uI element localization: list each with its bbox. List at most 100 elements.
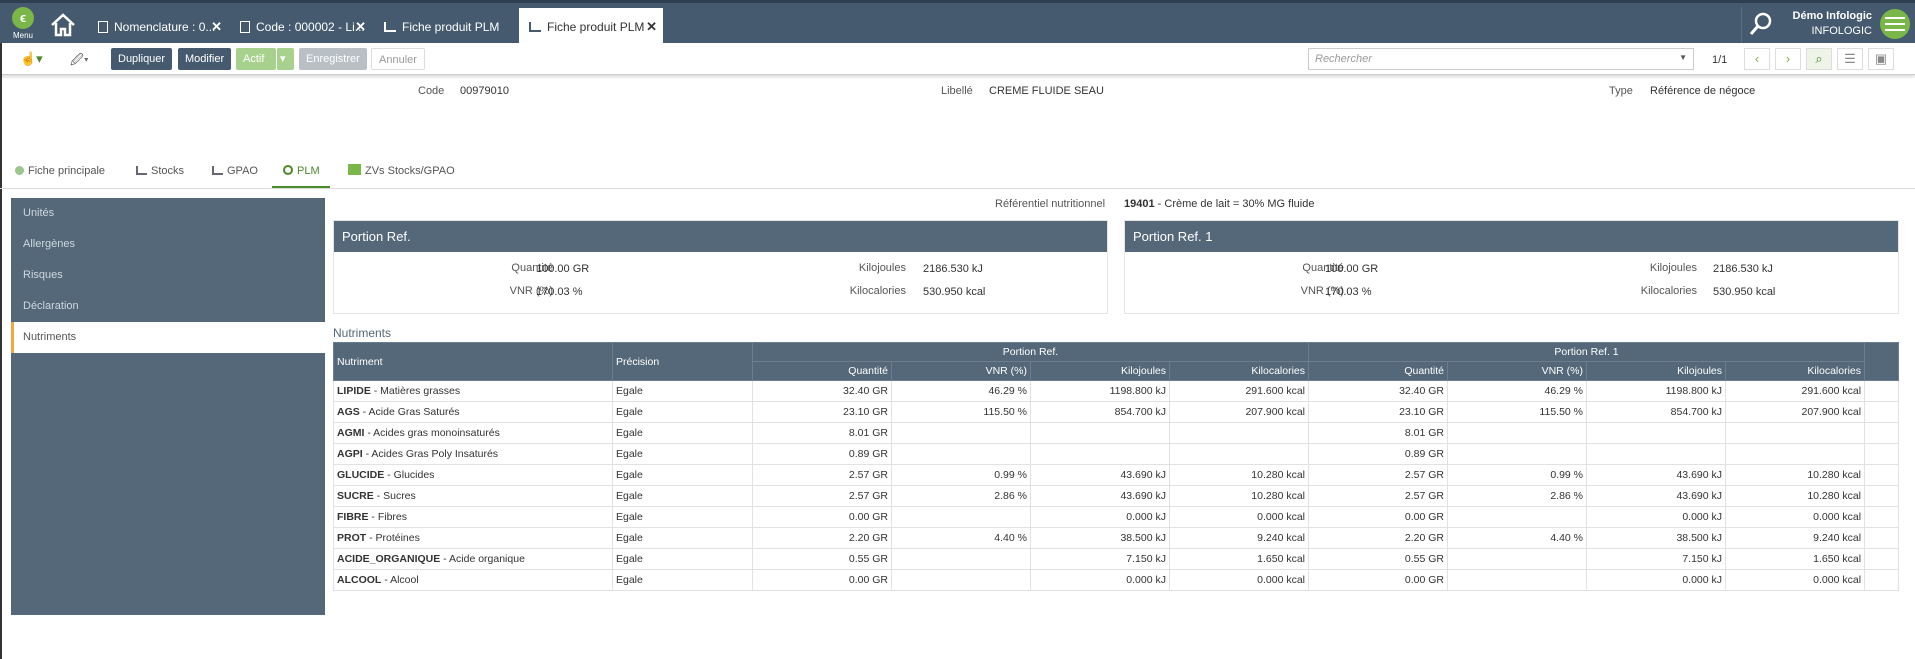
column-header-precision[interactable]: Précision bbox=[612, 342, 753, 381]
sidebar-item-unites[interactable]: Unités bbox=[23, 207, 55, 219]
nutriment-code: PROT bbox=[337, 532, 367, 544]
panel-title: Portion Ref. bbox=[334, 221, 1107, 252]
user-info[interactable]: Démo Infologic INFOLOGIC bbox=[1782, 9, 1872, 39]
column-header-vnr[interactable]: VNR (%) bbox=[1447, 361, 1588, 381]
kilojoules-cell bbox=[1586, 443, 1727, 465]
global-search-button[interactable] bbox=[1741, 7, 1779, 43]
sidebar-item-risques[interactable]: Risques bbox=[23, 269, 63, 281]
sidebar-item-declaration[interactable]: Déclaration bbox=[23, 300, 79, 312]
type-label: Type bbox=[1609, 85, 1633, 97]
quantite-cell: 8.01 GR bbox=[1308, 422, 1449, 444]
close-icon[interactable]: ✕ bbox=[211, 19, 222, 34]
tab-fiche-principale[interactable]: Fiche principale bbox=[15, 164, 105, 188]
kilocalories-cell: 0.000 kcal bbox=[1725, 569, 1866, 591]
table-row[interactable]: SUCRE - Sucres Egale 2.57 GR 2.86 % 43.690 k… bbox=[333, 485, 1900, 507]
precision-cell: Egale bbox=[612, 380, 753, 402]
column-header-kilojoules[interactable]: Kilojoules bbox=[1030, 361, 1170, 381]
spacer-cell bbox=[1864, 569, 1900, 591]
chevron-down-icon[interactable]: ▼ bbox=[1679, 53, 1687, 62]
group-header-portion-ref: Portion Ref. bbox=[751, 342, 1310, 362]
column-header-quantite[interactable]: Quantité bbox=[1308, 361, 1449, 381]
actif-button[interactable]: Actif bbox=[236, 48, 276, 70]
kilojoules-cell: 854.700 kJ bbox=[1030, 401, 1170, 423]
vnr-cell bbox=[891, 548, 1031, 570]
tab-fiche-produit-1[interactable]: Fiche produit PLM bbox=[374, 8, 518, 46]
window-edge bbox=[0, 43, 2, 659]
precision-cell: Egale bbox=[612, 506, 753, 528]
side-navigation: Unités Allergènes Risques Déclaration Nu… bbox=[11, 198, 325, 615]
tab-gpao[interactable]: GPAO bbox=[212, 164, 258, 188]
next-record-button[interactable]: › bbox=[1775, 48, 1801, 70]
kilocalories-cell: 1.650 kcal bbox=[1725, 548, 1866, 570]
tab-code[interactable]: Code : 000002 - Li... ✕ bbox=[230, 8, 372, 46]
tab-stocks[interactable]: Stocks bbox=[136, 164, 184, 188]
vnr-cell: 2.86 % bbox=[1447, 485, 1588, 507]
export-button[interactable]: ▣ bbox=[1868, 48, 1894, 70]
code-label: Code bbox=[418, 85, 445, 97]
home-icon bbox=[51, 13, 75, 37]
sidebar-item-nutriments[interactable]: Nutriments bbox=[11, 322, 325, 353]
zoom-search-button[interactable]: ⌕ bbox=[1806, 48, 1832, 70]
close-icon[interactable]: ✕ bbox=[355, 19, 366, 34]
tab-label: Fiche produit PLM bbox=[402, 20, 500, 34]
nutriment-cell: ALCOOL - Alcool bbox=[333, 569, 613, 591]
actif-dropdown-button[interactable]: ▾ bbox=[276, 48, 294, 70]
kilocalories-cell: 207.900 kcal bbox=[1725, 401, 1866, 423]
kilojoules-cell: 1198.800 kJ bbox=[1586, 380, 1727, 402]
vnr-value: 170.03 % bbox=[1325, 286, 1372, 298]
quantite-cell: 2.57 GR bbox=[752, 485, 892, 507]
table-row[interactable]: LIPIDE - Matières grasses Egale 32.40 GR 46… bbox=[333, 380, 1900, 402]
annuler-button[interactable]: Annuler bbox=[371, 48, 425, 70]
kilocalories-cell: 0.000 kcal bbox=[1725, 506, 1866, 528]
table-row[interactable]: AGPI - Acides Gras Poly Insaturés Egale 0.… bbox=[333, 443, 1900, 465]
tab-fiche-produit-2[interactable]: Fiche produit PLM ✕ bbox=[519, 8, 663, 46]
attachment-icon[interactable]: 🖉▾ bbox=[70, 52, 89, 67]
table-row[interactable]: ALCOOL - Alcool Egale 0.00 GR 0.000 kJ 0.000… bbox=[333, 569, 1900, 591]
home-button[interactable] bbox=[48, 11, 78, 39]
column-header-kilocalories[interactable]: Kilocalories bbox=[1725, 361, 1866, 381]
type-value: Référence de négoce bbox=[1650, 85, 1756, 97]
table-row[interactable]: ACIDE_ORGANIQUE - Acide organique Egale 0.… bbox=[333, 548, 1900, 570]
column-header-kilojoules[interactable]: Kilojoules bbox=[1586, 361, 1727, 381]
vnr-cell: 46.29 % bbox=[1447, 380, 1588, 402]
vnr-cell bbox=[891, 506, 1031, 528]
vnr-cell bbox=[1447, 569, 1588, 591]
kilocalories-cell: 207.900 kcal bbox=[1168, 401, 1310, 423]
search-input[interactable]: Rechercher ▼ bbox=[1308, 48, 1694, 70]
column-header-nutriment[interactable]: Nutriment bbox=[333, 342, 613, 381]
column-header-kilocalories[interactable]: Kilocalories bbox=[1168, 361, 1310, 381]
vnr-label: VNR (%) bbox=[509, 285, 553, 297]
nutri-ref-label: Référentiel nutritionnel bbox=[995, 198, 1106, 210]
table-row[interactable]: AGMI - Acides gras monoinsaturés Egale 8.0… bbox=[333, 422, 1900, 444]
nutriment-code: SUCRE bbox=[337, 490, 374, 502]
table-row[interactable]: FIBRE - Fibres Egale 0.00 GR 0.000 kJ 0.000 … bbox=[333, 506, 1900, 528]
tab-label: Stocks bbox=[151, 165, 185, 177]
spacer-cell bbox=[1864, 422, 1900, 444]
kilojoules-cell: 7.150 kJ bbox=[1030, 548, 1170, 570]
nutriment-name: - Fibres bbox=[368, 511, 408, 523]
table-row[interactable]: GLUCIDE - Glucides Egale 2.57 GR 0.99 % 43.6… bbox=[333, 464, 1900, 486]
table-row[interactable]: AGS - Acide Gras Saturés Egale 23.10 GR 115… bbox=[333, 401, 1900, 423]
tab-zvs-stocks-gpao[interactable]: ZVs Stocks/GPAO bbox=[348, 164, 455, 188]
hand-pointer-icon[interactable]: ☝▾ bbox=[20, 51, 43, 66]
previous-record-button[interactable]: ‹ bbox=[1744, 48, 1770, 70]
kilojoules-cell: 38.500 kJ bbox=[1586, 527, 1727, 549]
menu-button[interactable]: ϵ Menu bbox=[8, 7, 38, 43]
nutriment-cell: AGMI - Acides gras monoinsaturés bbox=[333, 422, 613, 444]
tab-plm[interactable]: PLM bbox=[272, 164, 330, 188]
modifier-button[interactable]: Modifier bbox=[178, 48, 232, 70]
enregistrer-button[interactable]: Enregistrer bbox=[299, 48, 367, 70]
close-icon[interactable]: ✕ bbox=[646, 19, 657, 34]
column-header-vnr[interactable]: VNR (%) bbox=[891, 361, 1031, 381]
column-header-quantite[interactable]: Quantité bbox=[752, 361, 892, 381]
kilocalories-cell: 10.280 kcal bbox=[1168, 485, 1310, 507]
list-view-button[interactable]: ☰ bbox=[1837, 48, 1863, 70]
tab-nomenclature[interactable]: Nomenclature : 0... ✕ bbox=[88, 8, 228, 46]
dupliquer-button[interactable]: Dupliquer bbox=[111, 48, 173, 70]
user-company: INFOLOGIC bbox=[1811, 25, 1872, 37]
vnr-cell: 115.50 % bbox=[1447, 401, 1588, 423]
quantite-cell: 8.01 GR bbox=[752, 422, 892, 444]
nutriment-name: - Glucides bbox=[384, 469, 435, 481]
table-row[interactable]: PROT - Protéines Egale 2.20 GR 4.40 % 38.500… bbox=[333, 527, 1900, 549]
sidebar-item-allergenes[interactable]: Allergènes bbox=[23, 238, 75, 250]
